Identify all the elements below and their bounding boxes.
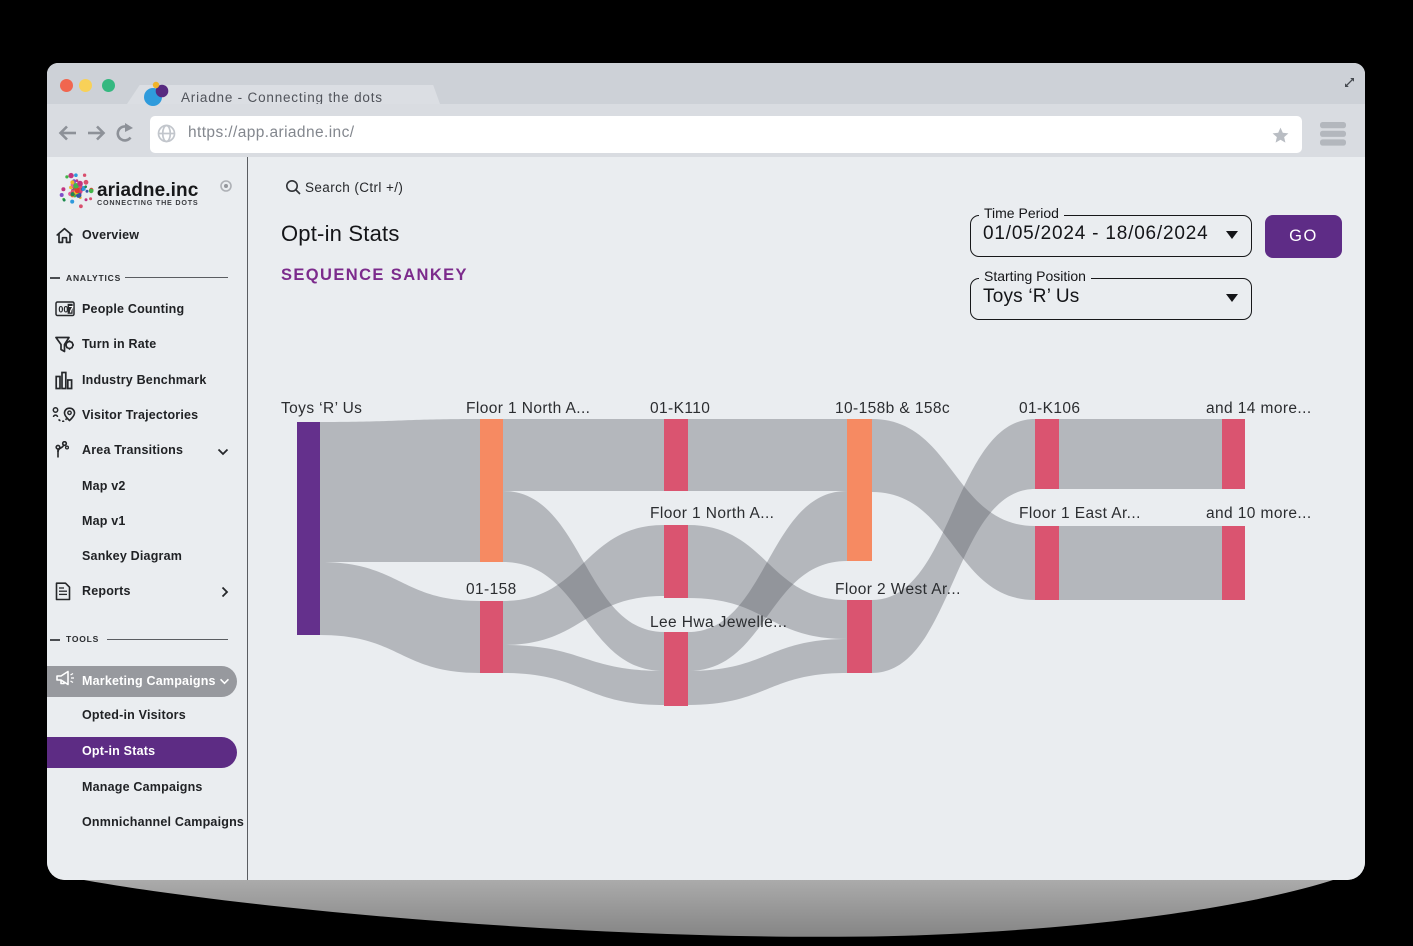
svg-text:Floor 1 North A...: Floor 1 North A... (466, 400, 590, 417)
svg-text:7: 7 (69, 305, 74, 315)
svg-text:01-158: 01-158 (466, 581, 517, 598)
svg-text:Lee Hwa Jewelle...: Lee Hwa Jewelle... (650, 614, 787, 631)
svg-text:01-K106: 01-K106 (1019, 400, 1080, 417)
svg-text:Floor 2 West Ar...: Floor 2 West Ar... (835, 581, 961, 598)
svg-text:01-K110: 01-K110 (650, 400, 710, 417)
svg-text:00: 00 (58, 305, 68, 315)
svg-text:Toys ‘R’ Us: Toys ‘R’ Us (281, 400, 362, 417)
svg-text:Floor 1 North A...: Floor 1 North A... (650, 505, 774, 522)
svg-text:and 14 more...: and 14 more... (1206, 400, 1312, 417)
svg-text:and 10 more...: and 10 more... (1206, 505, 1312, 522)
svg-text:10-158b & 158c: 10-158b & 158c (835, 400, 950, 417)
svg-text:Floor 1 East Ar...: Floor 1 East Ar... (1019, 505, 1141, 522)
